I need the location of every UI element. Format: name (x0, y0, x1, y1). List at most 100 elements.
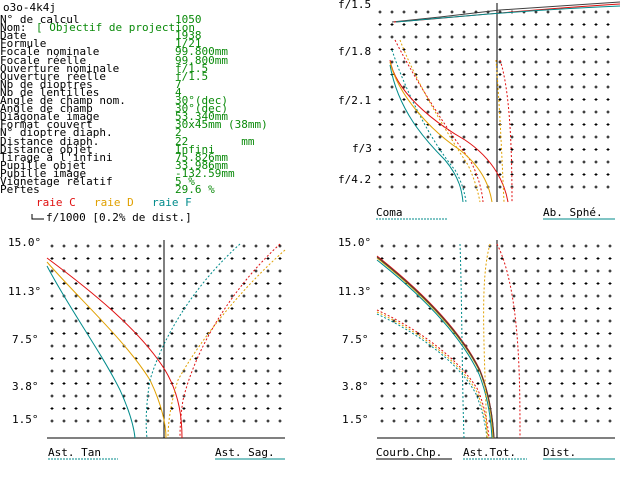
p1-spher-red (389, 59, 509, 203)
p2-sag-orange (167, 249, 286, 439)
param-value: [ Objectif de projection (36, 21, 195, 35)
param-label: Angle de champ (0, 102, 93, 116)
param-label: Nb de lentilles (0, 85, 100, 99)
param-label: Date (0, 29, 27, 43)
param-label: Pupille objet (0, 158, 87, 172)
p2-label-tan: Ast. Tan (48, 446, 101, 459)
param-label: Ouverture réelle (0, 69, 106, 83)
param-value: 1/21 (175, 37, 202, 51)
p1-spher-red-dash (499, 59, 513, 203)
p2-tan-orange (46, 261, 167, 439)
param-value: 30°(dec) (175, 94, 228, 107)
p2-tan-cyan (46, 265, 136, 439)
param-value: 29.6 % (175, 183, 215, 197)
p2-tick-2: 7.5° (12, 333, 39, 346)
param-value: 7 (175, 77, 182, 91)
p3-curv-black (376, 256, 495, 439)
param-label: Distance diaph. (0, 134, 100, 148)
param-label: Pertes (0, 183, 40, 197)
p3-tot-red (376, 309, 490, 439)
param-label: Diagonale image (0, 110, 100, 124)
param-value: 1050 (175, 13, 202, 26)
param-value: 5 % (175, 175, 195, 188)
param-label: N° de calcul (0, 13, 80, 26)
p1-tick-1: f/1.8 (338, 45, 371, 58)
legend-raie-c: raie C (36, 196, 76, 209)
param-label: Focale réelle (0, 53, 87, 67)
p1-grid (378, 10, 610, 189)
p1-label-spher: Ab. Sphé. (543, 206, 603, 219)
param-value: 1938 (175, 29, 202, 43)
param-value: 53.340mm (175, 110, 228, 124)
p2-tick-0: 15.0° (8, 236, 41, 249)
scale-note: f/1000 [0.2% de dist.] (46, 211, 192, 224)
p2-sag-cyan (145, 243, 241, 439)
p1-curve-cyan-top (395, 5, 621, 23)
param-label: Distance objet (0, 142, 93, 156)
param-value: 99.800mm (175, 53, 228, 67)
param-value: f/1.5 (175, 69, 209, 83)
p3-label-dist: Dist. (543, 446, 576, 459)
param-label: Ouverture nominale (0, 61, 120, 75)
p1-curve-black (391, 1, 621, 23)
param-value: 75.826mm (175, 150, 228, 164)
p3-tot-cyan (376, 313, 488, 439)
legend-raie-f: raie F (152, 196, 192, 209)
p3-dist-orange (483, 243, 491, 439)
param-label: Angle de champ nom. (0, 94, 126, 107)
p1-tick-4: f/4.2 (338, 173, 371, 186)
legend-raie-d: raie D (94, 196, 134, 209)
p3-tick-1: 11.3° (338, 285, 371, 298)
param-value: f/1.5 (175, 61, 209, 75)
p2-label-sag: Ast. Sag. (215, 446, 275, 459)
panel-coma (378, 1, 621, 203)
p3-label-tot: Ast.Tot. (463, 446, 516, 459)
param-value: -132.59mm (175, 166, 235, 180)
p1-tick-3: f/3 (352, 142, 372, 155)
p1-coma-orange (399, 39, 481, 203)
param-label: Tirage à l'infini (0, 150, 113, 164)
param-value: 22 mm (175, 134, 255, 148)
p3-curv-orange (376, 257, 494, 439)
p3-tick-3: 3.8° (342, 380, 369, 393)
p3-tot-orange (376, 311, 489, 439)
scale-bracket (31, 214, 44, 220)
param-label: Nom: (0, 21, 34, 35)
param-value: 30°(dec) (175, 102, 228, 116)
p1-spher-cyan (389, 64, 464, 203)
p3-tick-4: 1.5° (342, 413, 369, 426)
param-value: Infini (175, 142, 215, 156)
p1-spher-orange (389, 61, 493, 203)
param-label: Format couvert (0, 118, 93, 132)
p2-tan-red (46, 257, 183, 439)
p2-tick-1: 11.3° (8, 285, 41, 298)
p2-tick-4: 1.5° (12, 413, 39, 426)
p3-tick-0: 15.0° (338, 236, 371, 249)
param-value: 33.986mm (175, 158, 228, 172)
param-value: 30x45mm (38mm) (175, 118, 268, 132)
p2-sag-red (179, 243, 281, 439)
p3-dist-cyan (459, 243, 465, 439)
param-label: Pupille image (0, 166, 87, 180)
param-label: Formule (0, 37, 47, 51)
param-label: Nb de dioptres (0, 77, 93, 91)
p1-spher-orange-dash (495, 59, 505, 203)
p3-label-curv: Courb.Chp. (376, 446, 442, 459)
p1-label-coma: Coma (376, 206, 403, 219)
window-title: o3o-4k4j (3, 1, 56, 14)
p2-tick-3: 3.8° (12, 380, 39, 393)
p3-curv-cyan (376, 259, 493, 439)
p1-tick-2: f/2.1 (338, 94, 371, 107)
param-value: 2 (175, 126, 182, 140)
p1-tick-0: f/1.5 (338, 0, 371, 11)
p3-tick-2: 7.5° (342, 333, 369, 346)
p1-coma-red (394, 39, 484, 203)
p2-grid (50, 244, 282, 423)
param-value: 4 (175, 85, 182, 99)
p3-grid (380, 244, 612, 423)
param-label: Focale nominale (0, 45, 100, 59)
p3-dist-red (496, 243, 521, 439)
param-label: N° dioptre diaph. (0, 126, 113, 140)
